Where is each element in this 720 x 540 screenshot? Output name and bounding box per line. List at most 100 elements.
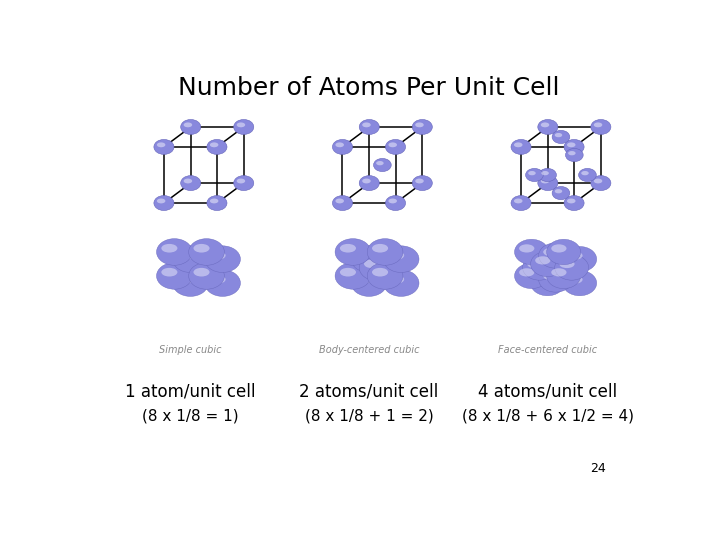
Ellipse shape: [335, 262, 371, 289]
Ellipse shape: [568, 151, 575, 156]
Ellipse shape: [359, 176, 379, 191]
Ellipse shape: [514, 143, 523, 147]
Ellipse shape: [564, 195, 584, 211]
Ellipse shape: [173, 246, 208, 273]
Ellipse shape: [415, 123, 424, 127]
Ellipse shape: [515, 264, 549, 288]
Ellipse shape: [210, 251, 225, 260]
Ellipse shape: [388, 199, 397, 204]
Ellipse shape: [413, 176, 432, 191]
Ellipse shape: [546, 259, 580, 284]
Ellipse shape: [362, 179, 371, 184]
Ellipse shape: [415, 179, 424, 184]
Ellipse shape: [567, 252, 582, 260]
Ellipse shape: [523, 255, 557, 280]
Ellipse shape: [237, 179, 246, 184]
Ellipse shape: [527, 260, 542, 268]
Ellipse shape: [376, 161, 384, 165]
Text: 4 atoms/unit cell: 4 atoms/unit cell: [478, 382, 617, 400]
Text: 1 atom/unit cell: 1 atom/unit cell: [125, 382, 256, 400]
Ellipse shape: [581, 171, 589, 176]
Ellipse shape: [356, 251, 372, 260]
Ellipse shape: [374, 158, 391, 172]
Ellipse shape: [333, 195, 353, 211]
Ellipse shape: [154, 139, 174, 154]
Ellipse shape: [194, 244, 210, 253]
Ellipse shape: [552, 186, 570, 200]
Ellipse shape: [181, 119, 201, 134]
Ellipse shape: [184, 123, 192, 127]
Ellipse shape: [591, 176, 611, 191]
Ellipse shape: [362, 123, 371, 127]
Ellipse shape: [538, 176, 558, 191]
Ellipse shape: [554, 189, 562, 193]
Ellipse shape: [181, 176, 201, 191]
Ellipse shape: [367, 262, 403, 289]
Ellipse shape: [157, 199, 166, 204]
Ellipse shape: [336, 143, 344, 147]
Ellipse shape: [154, 195, 174, 211]
Ellipse shape: [535, 275, 551, 284]
Text: Number of Atoms Per Unit Cell: Number of Atoms Per Unit Cell: [179, 76, 559, 100]
Ellipse shape: [340, 244, 356, 253]
Ellipse shape: [567, 143, 575, 147]
Ellipse shape: [234, 176, 253, 191]
Ellipse shape: [194, 268, 210, 276]
Ellipse shape: [563, 271, 597, 296]
Ellipse shape: [552, 264, 567, 272]
Ellipse shape: [385, 139, 405, 154]
Ellipse shape: [210, 143, 218, 147]
Ellipse shape: [546, 239, 580, 265]
Ellipse shape: [528, 171, 536, 176]
Ellipse shape: [535, 252, 551, 260]
Text: Body-centered cubic: Body-centered cubic: [319, 345, 419, 355]
Ellipse shape: [388, 143, 397, 147]
Ellipse shape: [543, 272, 559, 280]
Ellipse shape: [356, 275, 372, 284]
Ellipse shape: [538, 119, 558, 134]
Ellipse shape: [210, 275, 225, 284]
Ellipse shape: [552, 268, 567, 276]
Ellipse shape: [526, 168, 544, 181]
Ellipse shape: [554, 255, 589, 280]
Ellipse shape: [367, 239, 403, 265]
Ellipse shape: [564, 139, 584, 154]
Ellipse shape: [177, 251, 194, 260]
Ellipse shape: [207, 195, 227, 211]
Text: (8 x 1/8 = 1): (8 x 1/8 = 1): [142, 409, 239, 424]
Text: Simple cubic: Simple cubic: [159, 345, 222, 355]
Ellipse shape: [237, 123, 246, 127]
Ellipse shape: [388, 275, 404, 284]
Ellipse shape: [546, 264, 580, 288]
Ellipse shape: [372, 268, 388, 276]
Ellipse shape: [156, 239, 192, 265]
Ellipse shape: [554, 133, 562, 137]
Ellipse shape: [515, 239, 549, 265]
Ellipse shape: [563, 246, 597, 272]
Ellipse shape: [383, 246, 419, 273]
Ellipse shape: [511, 139, 531, 154]
Ellipse shape: [336, 199, 344, 204]
Ellipse shape: [541, 179, 549, 184]
Ellipse shape: [541, 171, 549, 176]
Ellipse shape: [359, 119, 379, 134]
Ellipse shape: [372, 244, 388, 253]
Text: 24: 24: [590, 462, 606, 475]
Ellipse shape: [543, 248, 559, 256]
Ellipse shape: [541, 123, 549, 127]
Ellipse shape: [565, 148, 583, 161]
Ellipse shape: [184, 179, 192, 184]
Ellipse shape: [531, 251, 564, 276]
Ellipse shape: [383, 270, 419, 296]
Ellipse shape: [189, 262, 225, 289]
Ellipse shape: [519, 244, 534, 253]
Ellipse shape: [519, 268, 534, 276]
Ellipse shape: [189, 239, 225, 265]
Text: 2 atoms/unit cell: 2 atoms/unit cell: [300, 382, 438, 400]
Ellipse shape: [539, 267, 572, 292]
Ellipse shape: [359, 254, 395, 281]
Text: (8 x 1/8 + 6 x 1/2 = 4): (8 x 1/8 + 6 x 1/2 = 4): [462, 409, 634, 424]
Ellipse shape: [552, 244, 567, 253]
Ellipse shape: [388, 251, 404, 260]
Ellipse shape: [157, 143, 166, 147]
